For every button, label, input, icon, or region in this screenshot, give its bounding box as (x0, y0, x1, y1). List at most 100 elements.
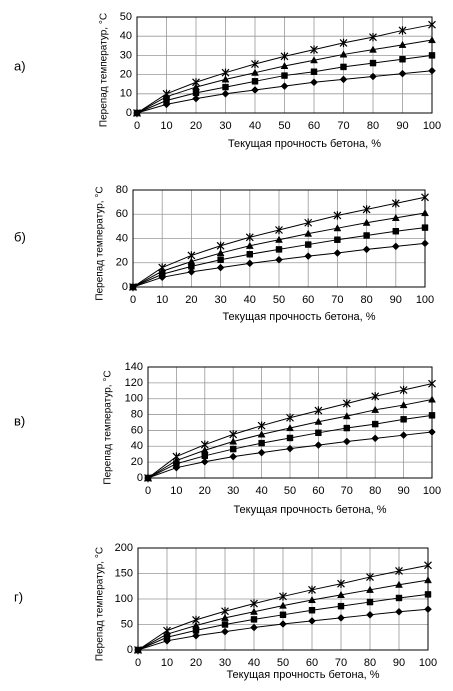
marker (362, 218, 371, 226)
y-tick-label: 0 (126, 107, 132, 119)
marker (229, 452, 238, 461)
y-tick-label: 20 (120, 69, 132, 81)
panel-label: в) (14, 413, 25, 428)
x-tick-label: 30 (219, 120, 231, 132)
x-tick-label: 30 (227, 485, 239, 497)
marker (337, 579, 345, 588)
marker (314, 441, 323, 449)
marker (424, 561, 432, 570)
plot-frame (137, 547, 429, 651)
marker (421, 224, 429, 231)
marker (337, 614, 345, 622)
y-tick-label: 20 (116, 257, 128, 269)
marker (421, 209, 429, 217)
marker (315, 429, 322, 437)
marker (286, 424, 294, 432)
marker (192, 83, 200, 91)
marker (391, 199, 400, 208)
marker (251, 68, 259, 76)
marker (192, 621, 200, 629)
y-axis-title: Перепад температур, °С (99, 13, 110, 127)
x-tick-label: 100 (423, 485, 441, 497)
chart-panel: б) 0 20 40 60 80 0 10 20 30 40 50 60 70 80 90 100 Текущая… (14, 184, 434, 323)
x-tick-label: 20 (190, 657, 202, 669)
marker (392, 228, 400, 235)
marker (192, 78, 200, 87)
marker (398, 69, 407, 78)
marker (187, 267, 196, 276)
x-tick-label: 90 (390, 294, 402, 306)
x-tick-label: 0 (135, 657, 141, 669)
y-tick-label: 200 (115, 542, 133, 554)
marker (333, 211, 342, 220)
marker (280, 61, 289, 70)
marker (339, 75, 348, 84)
marker (192, 615, 200, 625)
marker (275, 255, 283, 264)
y-tick-label: 10 (120, 88, 132, 100)
marker (400, 416, 407, 423)
x-tick-label: 20 (185, 294, 197, 306)
marker (399, 385, 408, 395)
marker (342, 399, 351, 408)
marker (421, 239, 429, 248)
plot-frame (136, 16, 433, 114)
marker (163, 626, 171, 635)
x-tick-label: 60 (302, 294, 314, 306)
marker (304, 252, 313, 260)
marker (275, 235, 283, 243)
x-tick-label: 20 (190, 120, 202, 132)
marker (245, 241, 254, 249)
marker (421, 193, 429, 202)
marker (366, 610, 374, 619)
marker (246, 251, 254, 258)
marker (158, 263, 167, 272)
marker (399, 431, 408, 440)
marker (399, 401, 408, 409)
marker (339, 50, 348, 58)
y-tick-label: 40 (116, 232, 128, 244)
y-tick-label: 150 (115, 567, 133, 579)
x-tick-label: 10 (160, 120, 172, 132)
marker (428, 379, 436, 388)
marker (395, 580, 403, 588)
marker (342, 437, 351, 446)
marker (221, 68, 230, 77)
y-axis-title: Перепад температур, °С (95, 547, 106, 661)
x-tick-label: 90 (397, 485, 409, 497)
marker (398, 26, 407, 35)
x-axis-title: Текущая прочность бетона, % (233, 504, 386, 516)
x-tick-label: 80 (369, 485, 381, 497)
marker (343, 424, 351, 432)
marker (245, 259, 254, 268)
marker (258, 439, 265, 447)
marker (222, 83, 229, 91)
marker (391, 242, 400, 251)
marker (133, 108, 141, 118)
marker (279, 620, 287, 628)
x-axis-title: Текущая прочность бетона, % (228, 138, 381, 150)
x-tick-label: 10 (156, 294, 168, 306)
marker (279, 601, 287, 609)
x-tick-label: 50 (277, 657, 289, 669)
x-tick-label: 60 (306, 657, 318, 669)
marker (275, 246, 283, 253)
marker (257, 430, 266, 438)
x-tick-label: 100 (419, 657, 437, 669)
marker (279, 611, 287, 619)
marker (428, 395, 436, 403)
marker (371, 434, 380, 443)
x-tick-label: 30 (214, 294, 226, 306)
marker (279, 592, 287, 601)
marker (363, 232, 370, 239)
x-tick-label: 80 (367, 120, 379, 132)
x-tick-label: 60 (308, 120, 320, 132)
marker (308, 596, 316, 604)
marker (333, 249, 342, 257)
x-tick-label: 20 (199, 485, 211, 497)
marker (399, 56, 406, 63)
marker (192, 631, 200, 640)
x-tick-label: 70 (337, 120, 349, 132)
x-tick-label: 70 (341, 485, 353, 497)
